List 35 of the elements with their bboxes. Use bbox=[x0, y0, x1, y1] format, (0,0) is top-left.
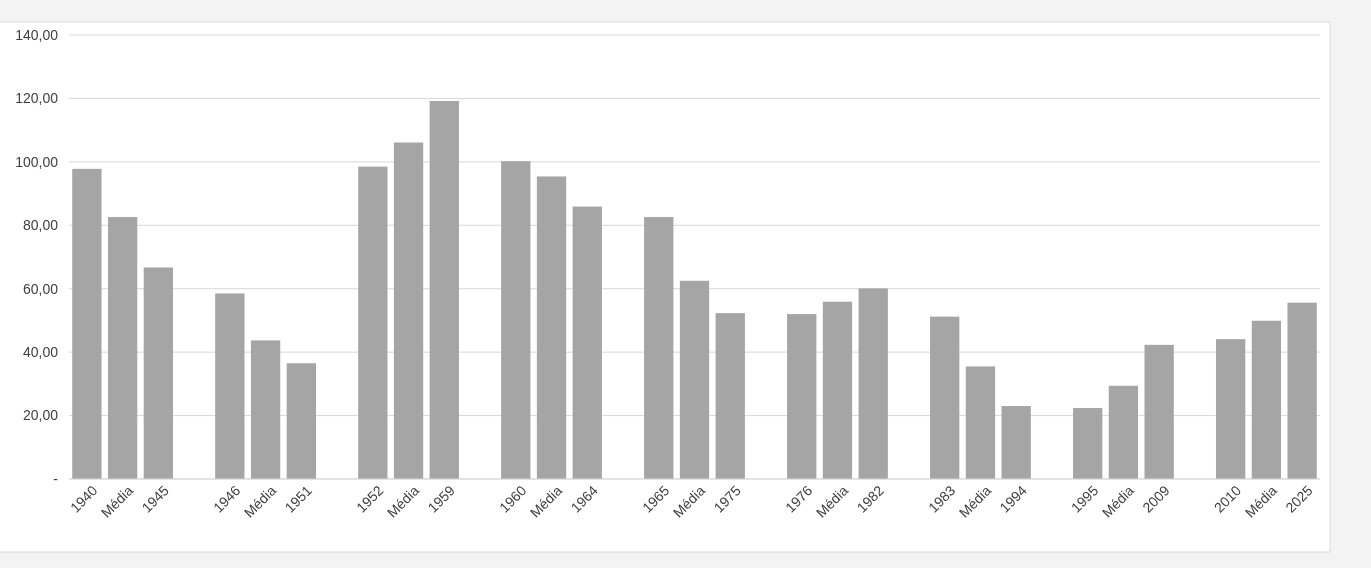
bar bbox=[358, 166, 388, 479]
bar bbox=[1108, 385, 1139, 479]
bar bbox=[429, 100, 459, 479]
bar bbox=[536, 176, 567, 479]
bar bbox=[679, 280, 710, 479]
bar bbox=[393, 142, 424, 479]
bar bbox=[107, 217, 138, 479]
bar bbox=[930, 316, 960, 479]
y-tick-label: 100,00 bbox=[15, 153, 59, 170]
bar bbox=[858, 288, 888, 479]
bar bbox=[715, 313, 745, 479]
y-tick-label: - bbox=[53, 470, 59, 487]
bar bbox=[286, 363, 316, 479]
y-tick-label: 20,00 bbox=[22, 407, 59, 424]
bar bbox=[1001, 406, 1031, 479]
y-tick-label: 40,00 bbox=[22, 344, 59, 361]
bar bbox=[822, 301, 853, 479]
bar bbox=[215, 293, 245, 479]
bar bbox=[644, 217, 674, 479]
y-tick-label: 60,00 bbox=[22, 280, 59, 297]
bar bbox=[1073, 407, 1103, 479]
bar bbox=[143, 267, 174, 479]
bar bbox=[1287, 302, 1317, 479]
y-tick-label: 80,00 bbox=[22, 217, 59, 234]
bar bbox=[572, 206, 602, 479]
y-tick-label: 140,00 bbox=[15, 26, 59, 43]
y-tick-label: 120,00 bbox=[15, 90, 59, 107]
bar bbox=[787, 314, 817, 479]
bar bbox=[1144, 344, 1174, 479]
bar bbox=[72, 168, 102, 479]
bar bbox=[250, 340, 281, 479]
bar bbox=[1251, 320, 1282, 479]
bar bbox=[1215, 339, 1246, 479]
bar bbox=[501, 161, 531, 479]
bar bbox=[965, 366, 996, 479]
